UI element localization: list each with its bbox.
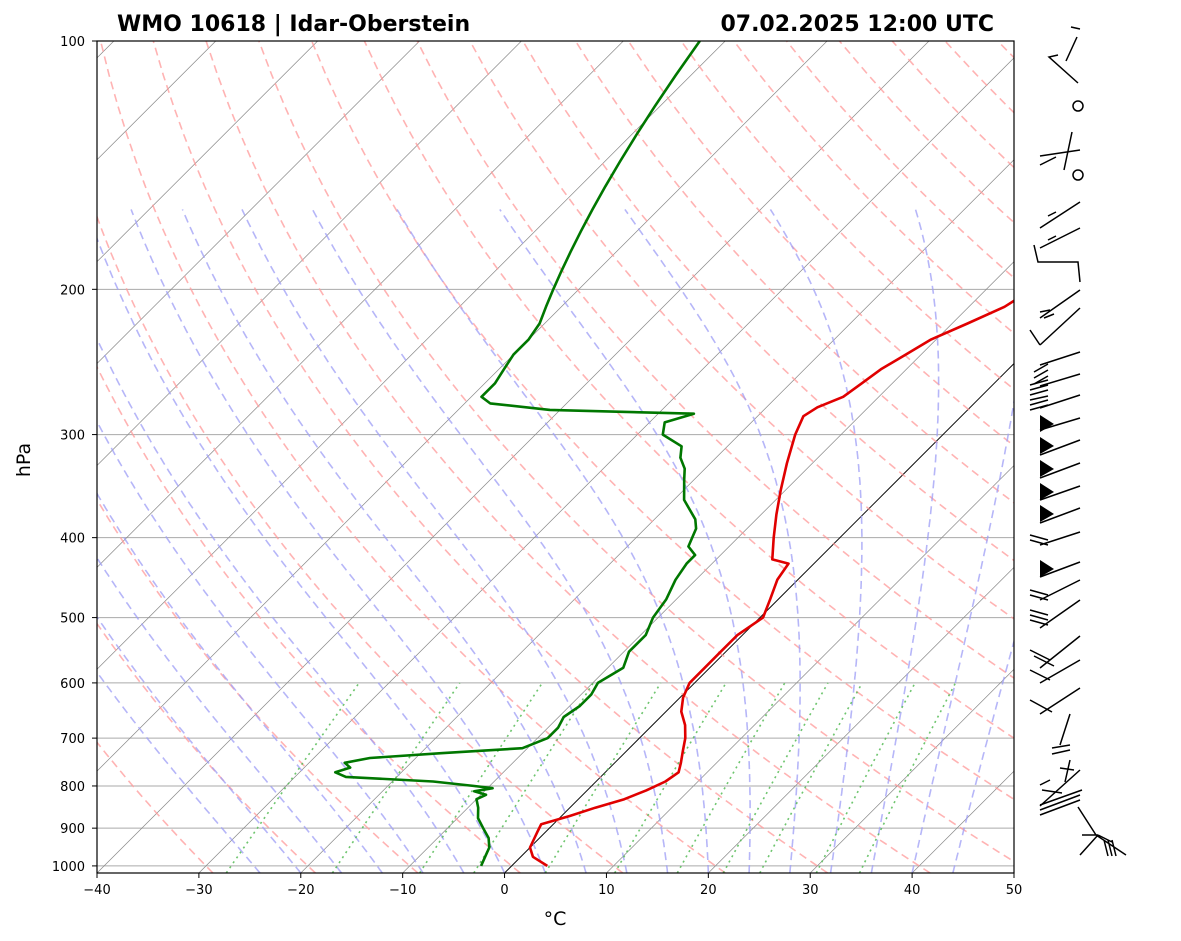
- dry-adiabat-line: [574, 41, 1014, 504]
- moist-adiabat-line: [97, 491, 383, 873]
- mixing-ratio-line: [225, 682, 360, 873]
- moist-adiabat-line: [97, 615, 302, 873]
- dry-adiabat-line: [944, 41, 1014, 114]
- axis-ticks: −40 −30 −20 −10 0 10 20 30 40 50 1000 900 800 700 600 5…: [52, 35, 1022, 898]
- dry-adiabat-line: [1051, 41, 1181, 873]
- x-tick-label: 10: [598, 883, 615, 898]
- moist-adiabat-line: [311, 209, 669, 873]
- background-guides: [97, 41, 1181, 873]
- moist-adiabat-line: [97, 420, 424, 873]
- dry-adiabat-line: [733, 41, 1014, 335]
- x-tick-label: 0: [500, 883, 508, 898]
- x-tick-label: −10: [389, 883, 416, 898]
- moist-adiabat-line: [97, 236, 506, 873]
- x-tick-label: 40: [904, 883, 921, 898]
- moist-adiabat-line: [97, 556, 343, 873]
- mixing-ratio-line: [331, 682, 461, 873]
- dry-adiabat-line: [258, 41, 1014, 863]
- x-tick-label: 20: [700, 883, 717, 898]
- moist-adiabat-line: [97, 670, 261, 873]
- isotherm-line: [606, 464, 1014, 873]
- dry-adiabat-line: [838, 41, 1014, 224]
- moist-adiabat-line: [241, 209, 628, 873]
- dewpoint-profile-line: [334, 41, 701, 867]
- y-tick-label: 700: [60, 732, 85, 747]
- wind-barbs: [1029, 26, 1127, 857]
- dry-adiabat-line: [997, 41, 1014, 59]
- sounding-profiles: [334, 41, 1014, 867]
- moist-adiabat-line: [769, 208, 863, 873]
- isotherm-line: [97, 41, 522, 466]
- isotherm-line: [97, 41, 828, 772]
- mixing-ratio-line: [419, 682, 543, 873]
- y-tick-label: 800: [60, 780, 85, 795]
- moist-adiabat-line: [396, 208, 710, 873]
- moist-adiabat-line: [181, 209, 587, 873]
- x-tick-label: −30: [185, 883, 212, 898]
- temperature-profile-line: [528, 299, 1014, 867]
- isotherm-line: [809, 668, 1014, 873]
- isotherm-line: [97, 41, 726, 670]
- isotherm-line: [708, 566, 1014, 873]
- y-tick-label: 900: [60, 822, 85, 837]
- y-axis-label: hPa: [13, 443, 35, 477]
- dry-adiabat-line: [97, 498, 419, 873]
- dry-adiabat-line: [97, 741, 214, 873]
- y-tick-label: 100: [60, 35, 85, 50]
- x-tick-label: 50: [1006, 883, 1023, 898]
- y-tick-label: 400: [60, 532, 85, 547]
- dry-adiabat-line: [97, 365, 521, 873]
- dry-adiabat-line: [97, 622, 316, 873]
- mixing-ratio-line: [815, 682, 916, 873]
- mixing-ratio-line: [544, 682, 662, 873]
- isotherm-line: [198, 57, 1014, 873]
- moist-adiabat-line: [499, 208, 751, 873]
- dry-adiabat-line: [627, 41, 1014, 447]
- y-tick-label: 600: [60, 677, 85, 692]
- y-tick-label: 300: [60, 429, 85, 444]
- mixing-ratio-line: [473, 682, 594, 873]
- mixing-ratio-line: [614, 682, 727, 873]
- x-tick-label: 30: [802, 883, 819, 898]
- dry-adiabat-line: [416, 41, 1014, 680]
- mixing-ratio-line: [722, 682, 829, 873]
- dry-adiabat-line: [785, 41, 1014, 279]
- moist-adiabat-line: [97, 337, 465, 873]
- dry-adiabat-line: [205, 41, 931, 873]
- chart-title-right: 07.02.2025 12:00 UTC: [720, 12, 994, 37]
- dry-adiabat-line: [97, 214, 624, 873]
- plot-frame: [96, 40, 1015, 874]
- isotherm-line: [97, 41, 318, 263]
- moist-adiabat-line: [870, 209, 940, 873]
- x-tick-label: −20: [287, 883, 314, 898]
- x-tick-label: −40: [83, 883, 110, 898]
- isotherm-line: [1013, 872, 1014, 873]
- isotherm-line: [300, 159, 1014, 873]
- moist-adiabat-line: [952, 638, 1014, 873]
- chart-title-left: WMO 10618 | Idar-Oberstein: [117, 12, 470, 37]
- dry-adiabat-line: [680, 41, 1014, 391]
- moist-adiabat-line: [624, 208, 801, 873]
- isotherm-line: [911, 770, 1014, 873]
- mixing-ratio-line: [858, 682, 957, 873]
- dry-adiabat-line: [522, 41, 1014, 562]
- dry-adiabat-line: [469, 41, 1014, 620]
- y-tick-label: 200: [60, 283, 85, 298]
- mixing-ratio-line: [676, 682, 786, 873]
- moist-adiabat-line: [130, 209, 547, 873]
- isotherm-line: [402, 261, 1014, 873]
- moist-adiabat-line: [911, 397, 1014, 873]
- isotherm-line: [97, 41, 624, 568]
- x-axis-label: °C: [544, 908, 567, 930]
- dry-adiabat-line: [99, 41, 726, 873]
- y-tick-label: 500: [60, 612, 85, 627]
- isotherm-line: [97, 41, 420, 365]
- isotherm-line: [504, 362, 1014, 873]
- y-tick-label: 1000: [52, 860, 85, 875]
